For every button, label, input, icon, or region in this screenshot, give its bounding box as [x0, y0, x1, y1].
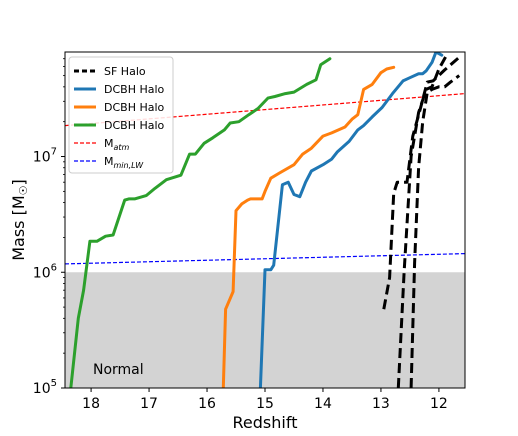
x-tick-label-6: 12 — [430, 396, 448, 412]
y-axis-label-sun: ☉ — [17, 185, 30, 195]
y-tick-exp-1: 6 — [51, 262, 57, 273]
legend-label-main-4: M — [104, 137, 114, 150]
series-line-4 — [396, 52, 449, 388]
y-axis-label-text: Mass [M — [9, 195, 28, 260]
legend-label-main-5: M — [104, 155, 114, 168]
x-tick-label-1: 17 — [140, 396, 158, 412]
y-axis-label-close: ] — [9, 179, 28, 185]
legend-label-0: SF Halo — [104, 65, 146, 78]
legend-label-main-3: DCBH Halo — [104, 119, 165, 132]
y-tick-exp-0: 5 — [51, 378, 57, 389]
legend-label-2: DCBH Halo — [104, 101, 165, 114]
x-axis-ticks: 18 17 16 15 14 13 12 — [82, 388, 448, 412]
y-tick-base-0: 10 — [33, 381, 51, 397]
legend-label-sub-4: atm — [114, 143, 130, 152]
legend-label-4: Matm — [104, 137, 130, 152]
y-tick-exp-2: 7 — [51, 147, 57, 158]
series-line-2 — [258, 52, 444, 388]
y-axis-label: Mass [M☉] — [9, 179, 30, 261]
x-tick-label-2: 16 — [198, 396, 216, 412]
legend-label-5: Mmin,LW — [104, 155, 144, 170]
y-tick-label-2: 107 — [33, 147, 57, 166]
series-line-0 — [69, 57, 332, 388]
threshold-line-1 — [65, 253, 465, 265]
legend-label-1: DCBH Halo — [104, 83, 165, 96]
series-line-1 — [221, 65, 396, 388]
x-tick-label-4: 14 — [314, 396, 332, 412]
y-tick-base-2: 10 — [33, 150, 51, 166]
y-tick-base-1: 10 — [33, 265, 51, 281]
legend-box — [68, 56, 174, 174]
legend-label-main-1: DCBH Halo — [104, 83, 165, 96]
y-tick-label-0: 105 — [33, 378, 57, 397]
legend-label-3: DCBH Halo — [104, 119, 165, 132]
legend-label-main-2: DCBH Halo — [104, 101, 165, 114]
y-tick-label-1: 106 — [33, 262, 57, 281]
legend-label-sub-5: min,LW — [114, 161, 145, 170]
legend-label-main-0: SF Halo — [104, 65, 146, 78]
x-tick-label-0: 18 — [82, 396, 100, 412]
normal-region-label: Normal — [93, 362, 144, 378]
series-line-5 — [409, 74, 461, 388]
x-tick-label-3: 15 — [256, 396, 274, 412]
series-lines — [69, 52, 461, 388]
x-axis-label: Redshift — [233, 413, 298, 432]
series-line-3 — [382, 56, 461, 310]
x-tick-label-5: 13 — [372, 396, 390, 412]
